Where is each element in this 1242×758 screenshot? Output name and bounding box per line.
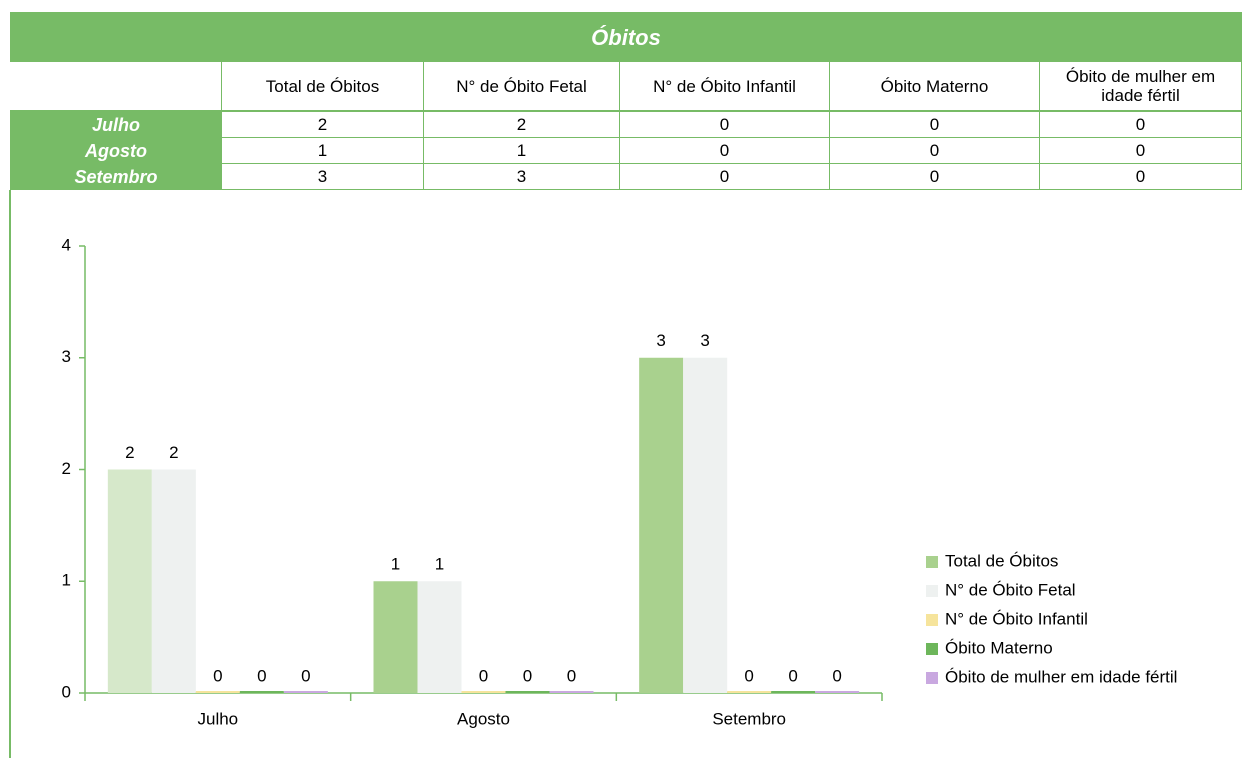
- bar: [549, 691, 594, 693]
- y-tick-label: 3: [62, 347, 71, 366]
- data-label: 0: [567, 666, 576, 685]
- legend-label: N° de Óbito Fetal: [945, 580, 1076, 599]
- x-tick-label: Julho: [198, 709, 239, 728]
- bar: [461, 691, 506, 693]
- data-label: 3: [656, 331, 665, 350]
- table-cell: 0: [830, 138, 1040, 164]
- table-cell: 2: [222, 112, 424, 138]
- data-label: 0: [479, 666, 488, 685]
- data-label: 2: [169, 443, 178, 462]
- legend-swatch: [926, 643, 938, 655]
- y-tick-label: 0: [62, 682, 71, 701]
- table-cell: 3: [222, 164, 424, 190]
- y-tick-label: 1: [62, 571, 71, 590]
- y-tick-label: 4: [62, 235, 71, 254]
- legend-label: Óbito de mulher em idade fértil: [945, 667, 1177, 686]
- data-label: 0: [523, 666, 532, 685]
- legend-label: Total de Óbitos: [945, 551, 1058, 570]
- data-label: 1: [435, 555, 444, 574]
- bar: [727, 691, 772, 693]
- table-cell: 3: [424, 164, 620, 190]
- legend-swatch: [926, 585, 938, 597]
- x-tick-label: Setembro: [712, 709, 786, 728]
- bar: [639, 357, 684, 693]
- bar: [771, 691, 816, 693]
- data-label: 3: [700, 331, 709, 350]
- table-cell: 1: [222, 138, 424, 164]
- data-label: 0: [301, 666, 310, 685]
- data-label: 0: [213, 666, 222, 685]
- row-label: Setembro: [10, 164, 222, 190]
- column-header: N° de Óbito Infantil: [620, 62, 830, 112]
- data-label: 0: [744, 666, 753, 685]
- data-label: 1: [391, 555, 400, 574]
- data-label: 0: [788, 666, 797, 685]
- data-label: 0: [832, 666, 841, 685]
- bar: [107, 469, 152, 693]
- header-blank: [10, 62, 222, 112]
- row-label: Julho: [10, 112, 222, 138]
- legend-swatch: [926, 614, 938, 626]
- x-tick-label: Agosto: [457, 709, 510, 728]
- bar: [683, 357, 728, 693]
- table-cell: 1: [424, 138, 620, 164]
- column-header: Óbito Materno: [830, 62, 1040, 112]
- legend-swatch: [926, 672, 938, 684]
- table-title: Óbitos: [10, 12, 1242, 62]
- column-header: N° de Óbito Fetal: [424, 62, 620, 112]
- table-cell: 0: [620, 138, 830, 164]
- row-label: Agosto: [10, 138, 222, 164]
- table-cell: 0: [830, 112, 1040, 138]
- bar: [151, 469, 196, 693]
- data-label: 0: [257, 666, 266, 685]
- bar: [283, 691, 328, 693]
- bar: [195, 691, 240, 693]
- table-cell: 2: [424, 112, 620, 138]
- legend-swatch: [926, 556, 938, 568]
- table-cell: 0: [830, 164, 1040, 190]
- data-label: 2: [125, 443, 134, 462]
- column-header: Óbito de mulher em idade fértil: [1040, 62, 1242, 112]
- bar: [815, 691, 860, 693]
- bar: [417, 581, 462, 693]
- legend-label: Óbito Materno: [945, 638, 1053, 657]
- bar: [373, 581, 418, 693]
- column-header: Total de Óbitos: [222, 62, 424, 112]
- bar: [239, 691, 284, 693]
- bar: [505, 691, 550, 693]
- table-cell: 0: [620, 112, 830, 138]
- y-tick-label: 2: [62, 459, 71, 478]
- legend-label: N° de Óbito Infantil: [945, 609, 1088, 628]
- table-cell: 0: [620, 164, 830, 190]
